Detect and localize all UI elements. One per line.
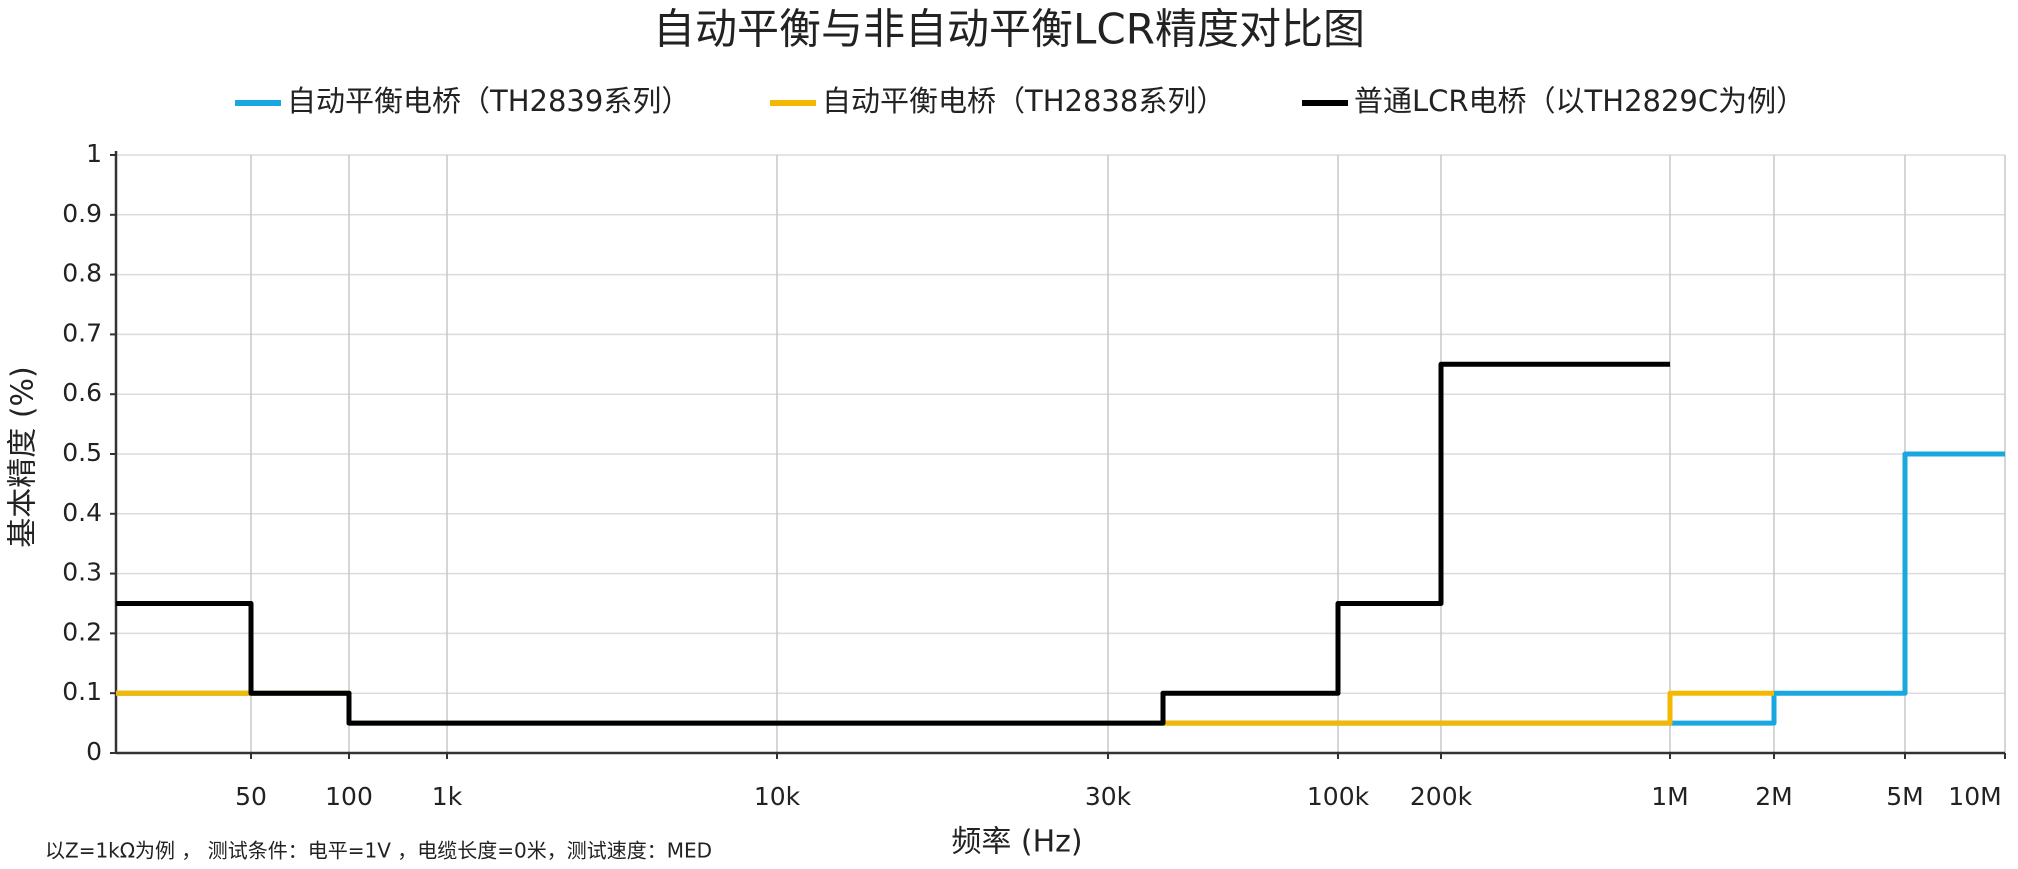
x-tick-label: 1k <box>432 782 463 811</box>
series-line <box>116 690 1774 726</box>
y-tick-label: 0.2 <box>62 617 102 646</box>
x-tick-label: 5M <box>1886 782 1923 811</box>
x-tick-label: 2M <box>1755 782 1792 811</box>
x-tick-label: 100 <box>325 782 373 811</box>
x-tick-label: 100k <box>1307 782 1370 811</box>
y-tick-label: 0.1 <box>62 677 102 706</box>
x-tick-label: 50 <box>235 782 267 811</box>
legend-label: 普通LCR电桥（以TH2829C为例） <box>1354 84 1805 118</box>
series-line <box>116 451 2005 726</box>
footnote: 以Z=1kΩ为例 ， 测试条件：电平=1V ，电缆长度=0米，测试速度：MED <box>45 839 712 863</box>
y-tick-label: 0.6 <box>62 378 102 407</box>
y-tick-label: 0.9 <box>62 199 102 228</box>
x-tick-label: 10k <box>754 782 801 811</box>
x-axis-label: 频率 (Hz) <box>951 825 1082 860</box>
y-tick-label: 1 <box>86 139 102 168</box>
x-tick-label: 10M <box>1948 782 2001 811</box>
legend-label: 自动平衡电桥（TH2839系列） <box>287 84 690 118</box>
y-tick-label: 0.4 <box>62 498 102 527</box>
y-tick-label: 0.8 <box>62 259 102 288</box>
y-tick-label: 0 <box>86 737 102 766</box>
legend-label: 自动平衡电桥（TH2838系列） <box>822 84 1225 118</box>
y-tick-label: 0.5 <box>62 438 102 467</box>
y-tick-label: 0.7 <box>62 318 102 347</box>
x-tick-label: 30k <box>1085 782 1132 811</box>
series-line <box>116 361 1670 726</box>
chart-title: 自动平衡与非自动平衡LCR精度对比图 <box>653 5 1365 54</box>
y-tick-label: 0.3 <box>62 558 102 587</box>
x-tick-label: 200k <box>1410 782 1473 811</box>
y-axis-label: 基本精度 (%) <box>6 366 41 547</box>
x-tick-label: 1M <box>1651 782 1688 811</box>
